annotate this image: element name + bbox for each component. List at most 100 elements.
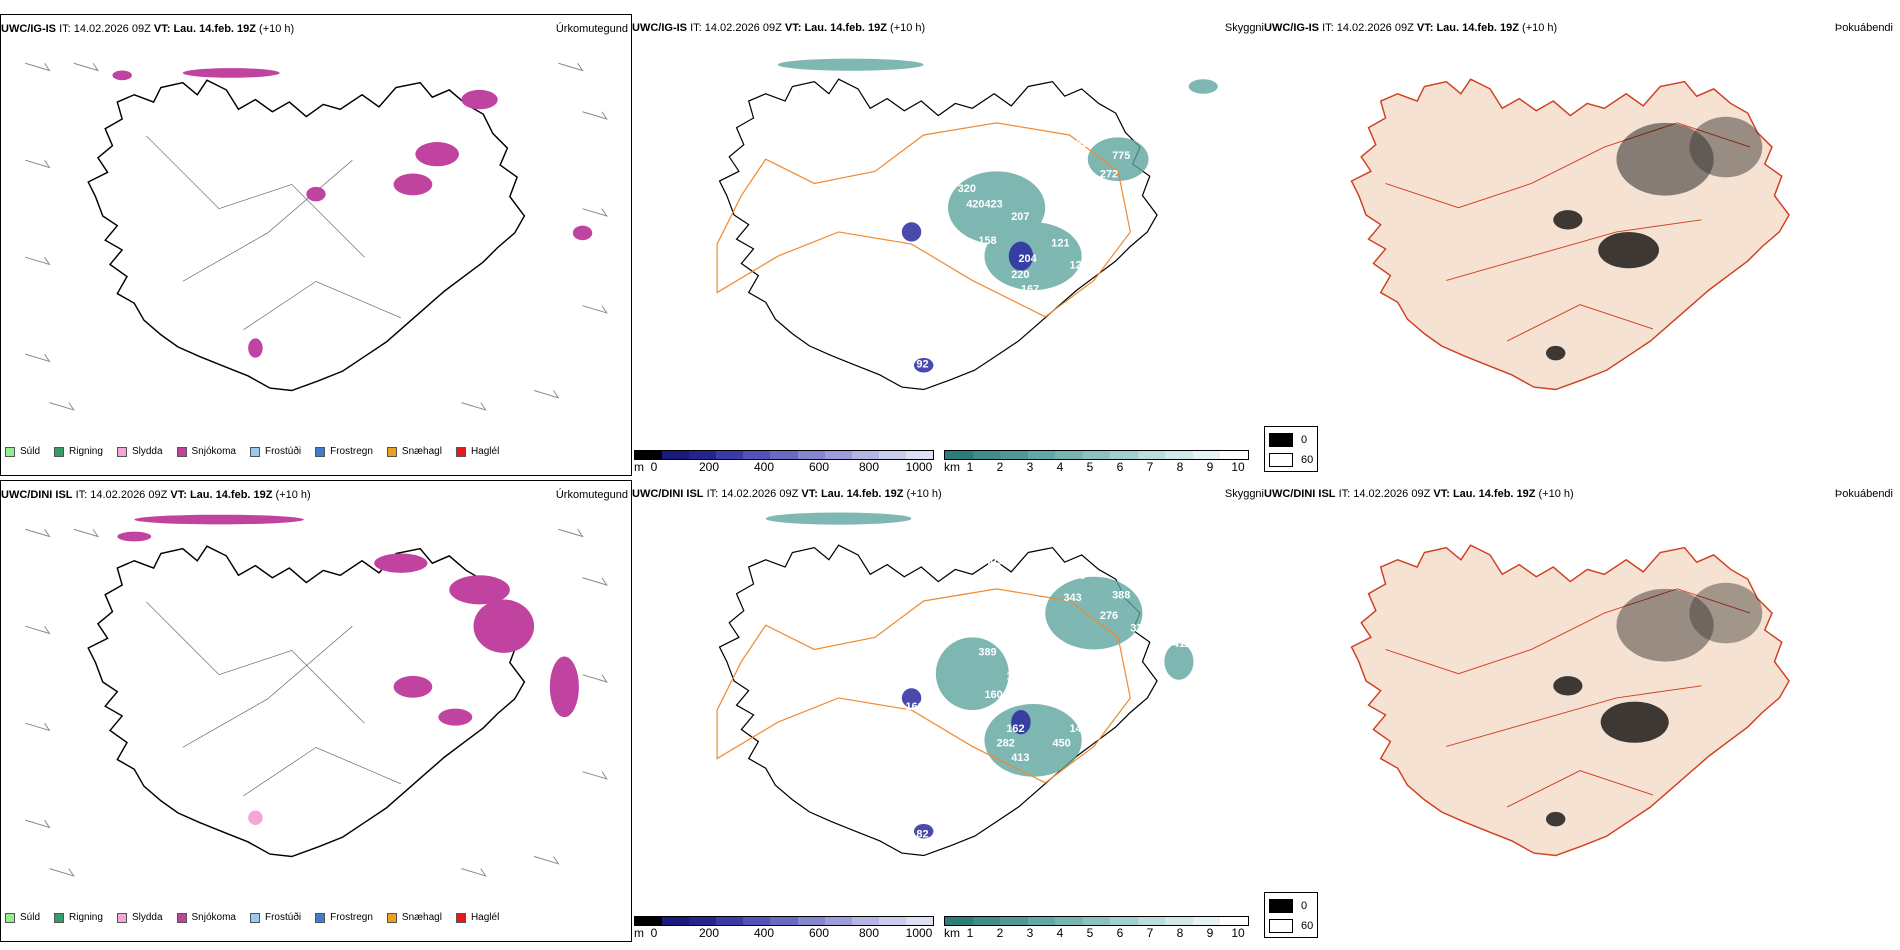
ceiling-label: 326	[1130, 622, 1148, 634]
ceiling-colorbar-bar	[634, 450, 934, 460]
visibility-map: 405 744 423 343 388 276 326 411 203 389 …	[716, 512, 1194, 857]
fog-areas	[1545, 582, 1763, 827]
legend-item: Súld	[5, 912, 40, 923]
variable-name: Skyggni	[1224, 22, 1264, 34]
panel-title: UWC/IG-IS IT: 14.02.2026 09Z VT: Lau. 14…	[1, 23, 295, 35]
variable-name: Skyggni	[1224, 488, 1264, 500]
visibility-colorbar-bar	[944, 450, 1249, 460]
ceiling-label: 158	[978, 235, 996, 247]
visibility-colorbar: km 1 2 3 4 5 6 7 8 9 10	[944, 450, 1249, 474]
ceiling-label: 411	[1173, 638, 1191, 650]
low-ceiling-areas	[901, 688, 1031, 839]
fog-key-row: 60	[1269, 453, 1313, 467]
precip-type-panel-row1: UWC/IG-IS IT: 14.02.2026 09Z VT: Lau. 14…	[0, 14, 632, 476]
ceiling-label: 744	[1045, 565, 1063, 577]
ceiling-label: 162	[1006, 723, 1024, 735]
ceiling-label: 405	[984, 556, 1002, 568]
legend-item: Rigning	[54, 912, 103, 923]
legend-item: Frostúði	[249, 446, 301, 457]
ceiling-label: 343	[1063, 592, 1081, 604]
fog-index-key: 0 60	[1264, 426, 1318, 472]
ceiling-colorbar: m 0 200 400 600 800 1000	[634, 450, 934, 474]
ceiling-label: 82	[916, 828, 928, 840]
ceiling-label: 423	[1067, 570, 1085, 582]
ceiling-label: 220	[1011, 269, 1029, 281]
low-ceiling-areas	[901, 222, 1034, 373]
rivers-and-roads	[1385, 122, 1751, 342]
ceiling-labels: 233 362 272 320 421 204 775 420 423 207 …	[905, 104, 1130, 371]
fog-key-row: 60	[1269, 919, 1313, 933]
ceiling-label: 276	[1100, 610, 1118, 622]
legend-item: Súld	[5, 446, 40, 457]
panel-title: UWC/IG-IS IT: 14.02.2026 09Z VT: Lau. 14…	[1264, 22, 1558, 34]
legend-item: Rigning	[54, 446, 103, 457]
legend-item: Snjókoma	[176, 446, 236, 457]
ceiling-label: 233	[984, 104, 1002, 116]
ceiling-label: 282	[997, 737, 1015, 749]
ceiling-label: 204	[1018, 253, 1036, 265]
snow-areas	[117, 514, 579, 726]
ceiling-label: 272	[1100, 168, 1118, 180]
ceiling-label: 362	[1070, 138, 1088, 150]
visibility-panel-row2: UWC/DINI ISL IT: 14.02.2026 09Z VT: Lau.…	[632, 480, 1264, 942]
legend-item: Haglél	[455, 912, 499, 923]
low-visibility-areas	[765, 512, 1194, 777]
precip-legend: Súld Rigning Slydda Snjókoma Frostúði Fr…	[5, 912, 499, 923]
ceiling-label: 421	[1100, 193, 1118, 205]
ceiling-label: 420	[966, 199, 984, 211]
ceiling-ticks: m 0 200 400 600 800 1000	[634, 460, 933, 474]
legend-item: Snjókoma	[176, 912, 236, 923]
roads	[716, 122, 1131, 318]
legend-item: Snæhagl	[386, 912, 442, 923]
precip-type-panel-row2: UWC/DINI ISL IT: 14.02.2026 09Z VT: Lau.…	[0, 480, 632, 942]
ceiling-labels: 405 744 423 343 388 276 326 411 203 389 …	[905, 556, 1190, 841]
legend-item: Frostregn	[315, 446, 373, 457]
fog-index-map	[1350, 78, 1790, 391]
precip-type-map	[25, 514, 608, 877]
legend-item: Slydda	[116, 912, 163, 923]
variable-name: Úrkomutegund	[555, 23, 628, 35]
fog-areas	[1545, 116, 1763, 361]
snow-areas	[112, 68, 593, 358]
legend-item: Haglél	[455, 446, 499, 457]
fog-index-map	[1350, 544, 1790, 857]
ceiling-label: 204	[1082, 184, 1100, 196]
ceiling-label: 423	[984, 199, 1002, 211]
ceiling-label: 320	[958, 183, 976, 195]
ceiling-label: 142	[1070, 723, 1088, 735]
ceiling-label: 389	[978, 647, 996, 659]
fog-index-panel-row2: UWC/DINI ISL IT: 14.02.2026 09Z VT: Lau.…	[1264, 480, 1896, 942]
ceiling-label: 121	[1051, 237, 1069, 249]
wind-barbs	[25, 528, 608, 877]
ceiling-label: 203	[972, 628, 990, 640]
variable-name: Úrkomutegund	[555, 489, 628, 501]
fog-index-panel-row1: UWC/IG-IS IT: 14.02.2026 09Z VT: Lau. 14…	[1264, 14, 1896, 476]
low-visibility-areas	[777, 58, 1218, 291]
ceiling-label: 167	[1021, 284, 1039, 296]
ceiling-label: 160	[905, 701, 923, 713]
visibility-colorbar-bar	[944, 916, 1249, 926]
ceiling-label: 128	[1070, 259, 1088, 271]
ceiling-label: 388	[1112, 590, 1130, 602]
ceiling-label: 92	[916, 359, 928, 371]
variable-name: Þokuábendi	[1834, 488, 1893, 500]
visibility-map: 233 362 272 320 421 204 775 420 423 207 …	[716, 58, 1218, 391]
ceiling-colorbar-bar	[634, 916, 934, 926]
panel-title: UWC/DINI ISL IT: 14.02.2026 09Z VT: Lau.…	[1, 489, 311, 501]
legend-item: Frostúði	[249, 912, 301, 923]
visibility-colorbar: km 1 2 3 4 5 6 7 8 9 10	[944, 916, 1249, 940]
legend-item: Frostregn	[315, 912, 373, 923]
ceiling-label: 413	[1011, 752, 1029, 764]
ceiling-label: 775	[1112, 150, 1130, 162]
precip-legend: Súld Rigning Slydda Snjókoma Frostúði Fr…	[5, 446, 499, 457]
ceiling-label: 160	[984, 689, 1002, 701]
variable-name: Þokuábendi	[1834, 22, 1893, 34]
ceiling-colorbar: m 0 200 400 600 800 1000	[634, 916, 934, 940]
precip-type-map	[25, 62, 608, 411]
legend-item: Slydda	[116, 446, 163, 457]
ceiling-label: 450	[1053, 737, 1071, 749]
ceiling-label: 207	[1011, 211, 1029, 223]
panel-title: UWC/DINI ISL IT: 14.02.2026 09Z VT: Lau.…	[1264, 488, 1574, 500]
fog-index-key: 0 60	[1264, 892, 1318, 938]
panel-title: UWC/IG-IS IT: 14.02.2026 09Z VT: Lau. 14…	[632, 22, 926, 34]
